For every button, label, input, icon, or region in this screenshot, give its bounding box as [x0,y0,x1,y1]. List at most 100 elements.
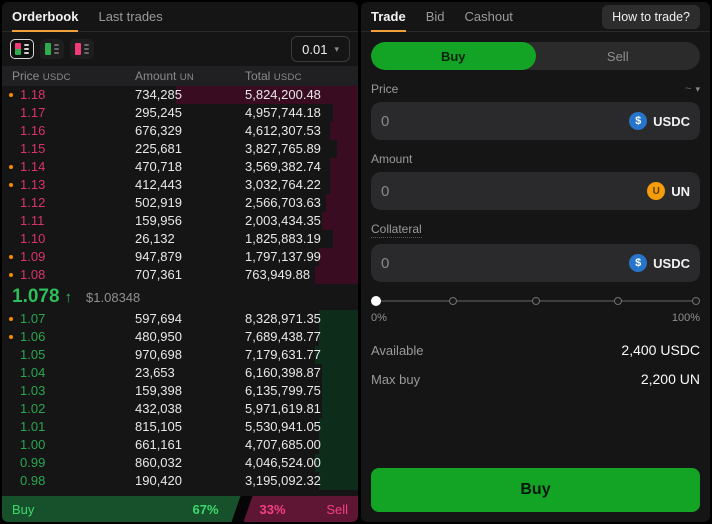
row-amount: 480,950 [135,329,182,344]
row-total: 1,797,137.99 [245,249,321,264]
buy-submit-button[interactable]: Buy [371,468,700,512]
depth-bar [333,230,358,248]
depth-bar [329,176,358,194]
row-total: 763,949.88 [245,267,311,282]
price-value: 0 [381,112,390,130]
row-price: 1.13 [20,177,46,192]
row-price: 1.06 [20,329,46,344]
row-amount: 676,329 [135,123,182,138]
collateral-input[interactable]: 0 $ USDC [371,244,700,282]
orderbook-ask-row[interactable]: 1.15 225,681 3,827,765.89 [2,140,358,158]
row-total: 3,827,765.89 [245,141,321,156]
available-row: Available 2,400 USDC [371,342,700,358]
price-input[interactable]: 0 $ USDC [371,102,700,140]
row-price: 1.11 [20,213,45,228]
orderbook-ask-row[interactable]: 1.08 707,361 763,949.88 [2,266,358,284]
price-field-group: Price ~ ▾ 0 $ USDC [371,82,700,140]
row-price: 1.10 [20,231,46,246]
ratio-buy-segment: Buy 67% [2,496,241,522]
orderbook-ask-row[interactable]: 1.14 470,718 3,569,382.74 [2,158,358,176]
slider-stop-75[interactable] [613,297,622,305]
orderbook-ask-row[interactable]: 1.09 947,879 1,797,137.99 [2,248,358,266]
tab-bid[interactable]: Bid [425,9,445,24]
orderbook-toolbar: 0.01 ▾ [2,32,358,66]
buy-sell-ratio-bar: Buy 67% 33% Sell [2,496,358,522]
row-total: 3,195,092.32 [245,473,321,488]
tab-trade[interactable]: Trade [371,2,406,32]
orderbook-bid-row[interactable]: 1.04 23,653 6,160,398.87 [2,364,358,382]
row-amount: 661,161 [135,437,182,452]
row-total: 8,328,971.35 [245,311,321,326]
ratio-buy-label: Buy [12,501,35,517]
depth-bar [322,364,358,382]
orderbook-bid-row[interactable]: 0.99 860,032 4,046,524.00 [2,454,358,472]
orderbook-bid-row[interactable]: 1.07 597,694 8,328,971.35 [2,310,358,328]
row-amount: 159,398 [135,383,182,398]
trade-tabbar: Trade Bid Cashout How to trade? [361,2,710,32]
price-unit: USDC [653,113,690,129]
tick-size-dropdown[interactable]: 0.01 ▾ [291,36,350,62]
orderbook-bid-row[interactable]: 0.98 190,420 3,195,092.32 [2,472,358,490]
orderbook-ask-row[interactable]: 1.13 412,443 3,032,764.22 [2,176,358,194]
slider-stop-25[interactable] [449,297,458,305]
row-price: 1.09 [20,249,46,264]
collateral-percent-slider[interactable] [371,296,700,306]
orderbook-ask-row[interactable]: 1.16 676,329 4,612,307.53 [2,122,358,140]
collateral-field-group: Collateral 0 $ USDC [371,222,700,282]
tab-orderbook[interactable]: Orderbook [12,2,79,32]
orderbook-bid-row[interactable]: 1.03 159,398 6,135,799.75 [2,382,358,400]
orderbook-bid-row[interactable]: 1.00 661,161 4,707,685.00 [2,436,358,454]
orderbook-bid-row[interactable]: 1.02 432,038 5,971,619.81 [2,400,358,418]
chevron-down-icon: ▾ [334,43,339,54]
row-total: 5,971,619.81 [245,401,321,416]
my-order-dot-icon [9,317,13,321]
amount-input[interactable]: 0 U UN [371,172,700,210]
row-amount: 502,919 [135,195,182,210]
row-price: 0.99 [20,455,46,470]
orderbook-panel: Orderbook Last trades 0.01 [2,2,358,522]
row-amount: 295,245 [135,105,182,120]
book-view-bids-icon[interactable] [40,39,64,59]
slider-knob[interactable] [371,296,381,306]
depth-bar [318,248,358,266]
orderbook-ask-row[interactable]: 1.11 159,956 2,003,434.35 [2,212,358,230]
row-total: 3,032,764.22 [245,177,321,192]
mid-price-row: 1.078 ↑ $1.08348 [2,284,358,310]
orderbook-tabbar: Orderbook Last trades [2,2,358,32]
price-mode-dropdown[interactable]: ~ ▾ [685,83,700,95]
book-view-both-icon[interactable] [10,39,34,59]
orderbook-ask-row[interactable]: 1.12 502,919 2,566,703.63 [2,194,358,212]
slider-stop-50[interactable] [531,297,540,305]
slider-stop-100[interactable] [692,297,700,305]
depth-bar [176,86,358,104]
orderbook-bid-row[interactable]: 1.01 815,105 5,530,941.05 [2,418,358,436]
book-view-asks-icon[interactable] [70,39,94,59]
orderbook-ask-row[interactable]: 1.17 295,245 4,957,744.18 [2,104,358,122]
depth-bar [336,140,358,158]
orderbook-bid-row[interactable]: 1.05 970,698 7,179,631.77 [2,346,358,364]
my-order-dot-icon [9,273,13,277]
side-toggle: Buy Sell [371,42,700,70]
depth-bar [318,418,358,436]
side-toggle-sell[interactable]: Sell [606,48,629,64]
approx-symbol: ~ [685,83,692,95]
col-price-unit: USDC [42,72,71,83]
col-total-label: Total [245,69,271,83]
orderbook-ask-row[interactable]: 1.18 734,285 5,824,200.48 [2,86,358,104]
orderbook-ask-row[interactable]: 1.10 26,132 1,825,883.19 [2,230,358,248]
row-total: 7,179,631.77 [245,347,321,362]
my-order-dot-icon [9,255,13,259]
row-price: 1.00 [20,437,46,452]
col-amount-label: Amount [135,69,177,83]
how-to-trade-button[interactable]: How to trade? [602,4,700,29]
depth-bar [315,346,358,364]
tab-cashout[interactable]: Cashout [464,9,513,24]
max-buy-value: 2,200 UN [640,371,700,387]
orderbook-bid-row[interactable]: 1.06 480,950 7,689,438.77 [2,328,358,346]
side-toggle-buy[interactable]: Buy [371,42,536,70]
depth-bar [322,212,358,230]
row-total: 7,689,438.77 [245,329,321,344]
price-up-arrow-icon: ↑ [64,288,73,306]
bids-list: 1.07 597,694 8,328,971.35 1.06 480,950 7,689,… [2,310,358,490]
tab-last-trades[interactable]: Last trades [98,9,163,24]
